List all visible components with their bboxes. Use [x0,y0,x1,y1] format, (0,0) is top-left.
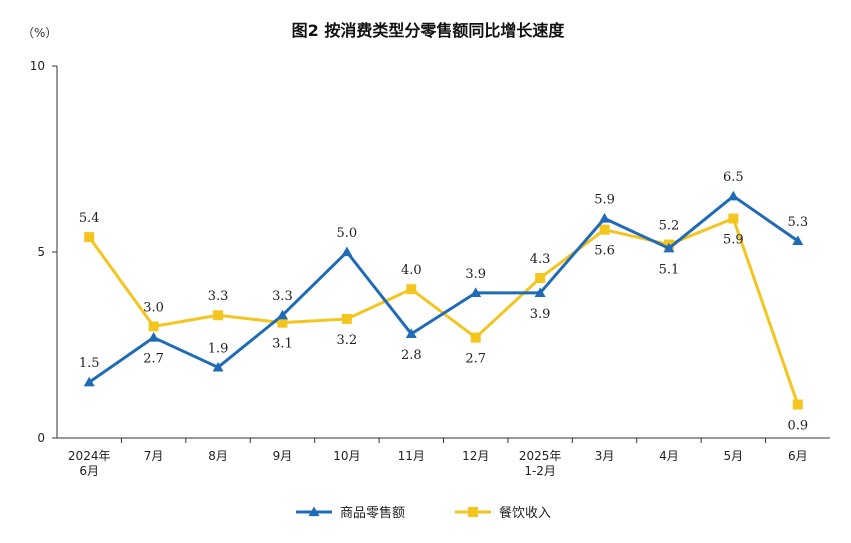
y-tick-label: 5 [37,245,45,259]
x-tick-label: 7月 [144,449,164,463]
x-tick-label: 2024年 6月 [68,449,111,478]
x-tick-label: 11月 [398,449,425,463]
x-tick-label: 2025年 1-2月 [519,449,562,478]
x-tick-label: 9月 [273,449,293,463]
data-point-marker [405,328,417,338]
data-label: 3.9 [465,267,486,282]
x-tick-label: 8月 [208,449,228,463]
data-point-marker [212,361,224,372]
data-label: 4.3 [530,252,551,267]
data-label: 3.3 [272,289,293,304]
data-label: 1.9 [208,341,229,356]
legend-item: 商品零售额 [296,505,405,521]
data-point-marker [148,321,159,332]
data-label: 3.0 [143,300,164,315]
data-label: 5.9 [723,233,744,248]
data-label: 5.3 [787,215,808,230]
legend-swatch-marker [308,506,320,517]
data-label: 5.0 [337,226,358,241]
data-label: 1.5 [79,356,100,371]
legend-swatch-marker [468,507,478,517]
legend: 商品零售额 餐饮收入 [296,505,551,521]
legend-label: 商品零售额 [340,505,405,521]
data-label: 5.6 [594,244,615,259]
axes: 0 5 10 2024年 6月 7月 8月 9月 10月 11月 12月 2025年 1-2月 3月 4月 5… [30,59,830,478]
legend-item: 餐饮收入 [455,505,551,521]
data-label: 0.9 [787,419,808,434]
x-tick-label: 4月 [659,449,679,463]
data-point-marker [276,309,288,320]
data-label: 3.9 [530,307,551,322]
y-tick-label: 10 [30,59,45,73]
data-label: 3.1 [272,337,293,352]
data-label: 5.4 [79,211,100,226]
data-point-marker [470,332,481,343]
data-point-marker [277,317,288,328]
x-tick-label: 6月 [788,449,808,463]
data-label: 5.2 [659,219,680,234]
data-point-marker [535,273,546,284]
data-point-marker [728,213,739,224]
data-point-marker [663,242,675,253]
data-point-marker [148,332,160,342]
data-label: 5.1 [659,262,680,277]
data-label: 2.7 [465,352,486,367]
legend-label: 餐饮收入 [499,505,551,521]
chart-title: 图2 按消费类型分零售额同比增长速度 [292,21,566,40]
data-point-marker [406,284,417,295]
y-tick-label: 0 [37,431,45,445]
data-point-marker [213,310,224,321]
x-tick-label: 5月 [724,449,744,463]
series-layer [83,190,804,410]
data-label: 2.8 [401,348,422,363]
x-tick-label: 10月 [333,449,360,463]
data-label: 6.5 [723,170,744,185]
data-point-marker [792,399,803,410]
data-point-marker [599,224,610,235]
data-label: 3.3 [208,289,229,304]
data-label: 5.9 [594,193,615,208]
data-point-marker [534,287,546,298]
data-labels-layer: 1.5 2.7 1.9 3.3 5.0 2.8 3.9 3.9 5.9 5.1 6.5 5.3 5.4 3… [79,170,808,433]
y-axis-unit-label: （%） [22,26,57,40]
x-tick-label: 12月 [462,449,489,463]
data-label: 3.2 [337,333,358,348]
x-tick-label: 3月 [595,449,615,463]
series-goods [83,190,804,387]
data-label: 2.7 [143,352,164,367]
data-point-marker [599,213,611,223]
data-point-marker [341,246,353,257]
data-label: 4.0 [401,263,422,278]
data-point-marker [470,287,482,298]
series-line [88,194,799,384]
series-line [87,217,800,406]
data-point-marker [83,376,95,387]
data-point-marker [727,190,739,201]
data-point-marker [341,313,352,324]
data-point-marker [84,232,95,243]
data-point-marker [792,235,804,245]
series-catering [84,213,803,410]
